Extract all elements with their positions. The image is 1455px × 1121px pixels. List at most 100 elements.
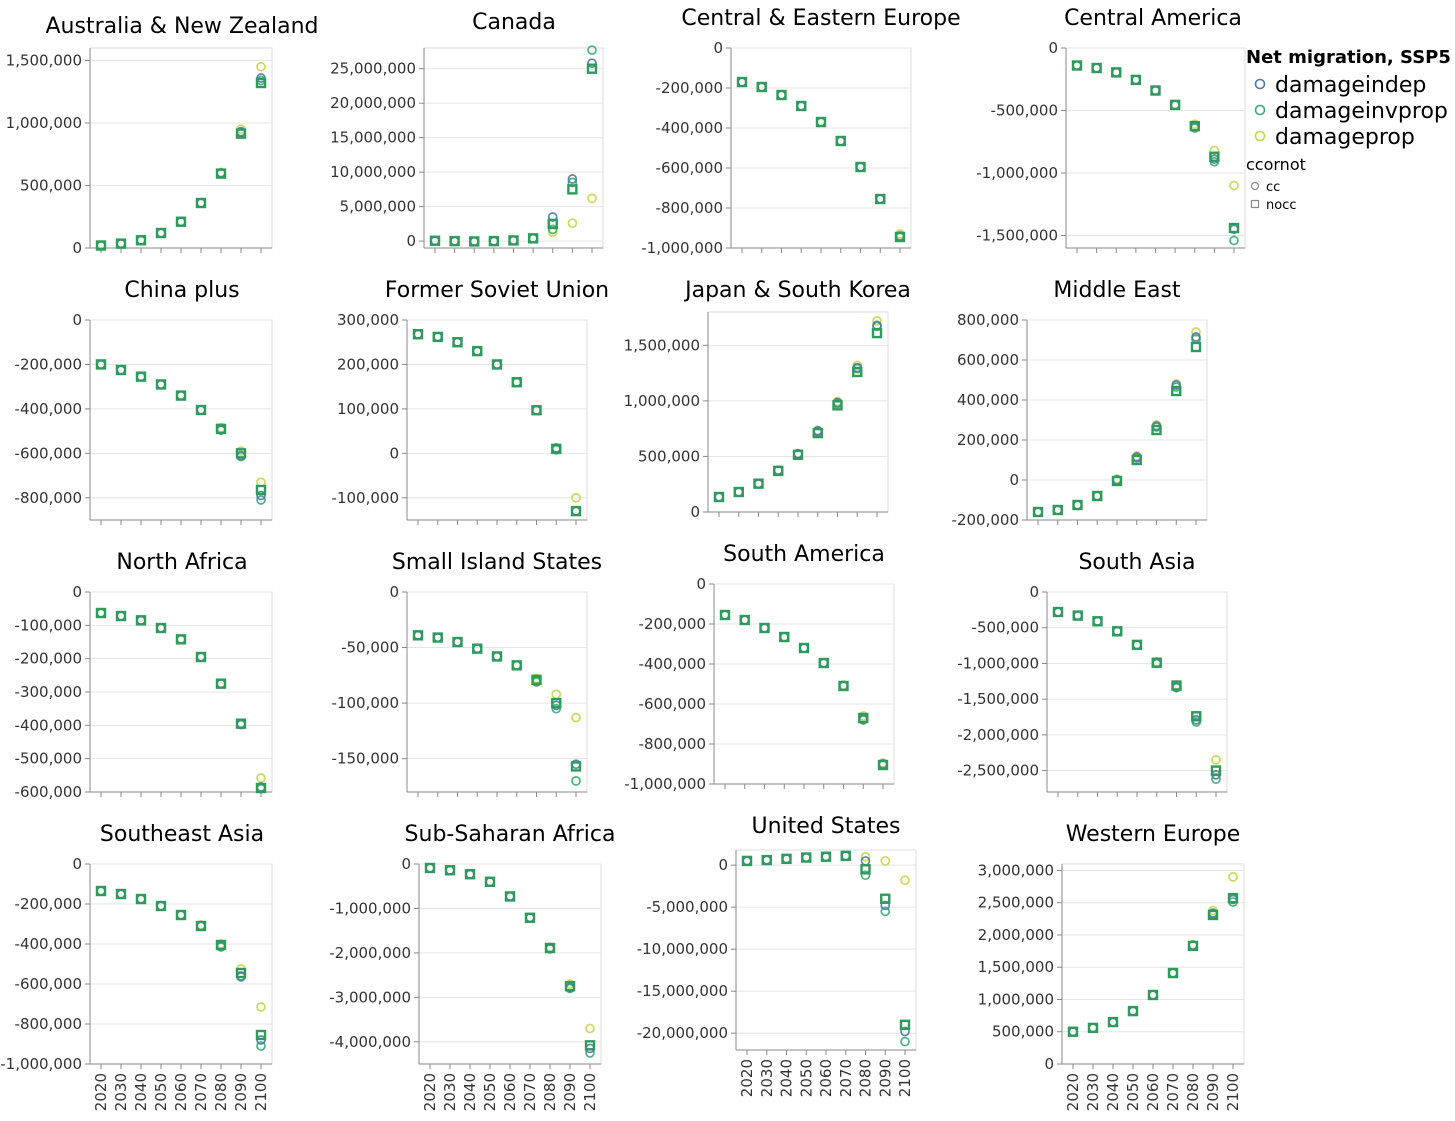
x-tick-label: 2060 [1144, 1073, 1162, 1111]
point-nocc [115, 610, 127, 622]
y-tick-label: -2,000,000 [957, 726, 1039, 744]
point-nocc [255, 77, 267, 89]
point-cc-damageprop [256, 773, 266, 783]
point-nocc [860, 864, 871, 875]
y-tick-label: 0 [72, 855, 82, 873]
x-tick-label: 2080 [541, 1073, 559, 1111]
panel-central-and-eastern-europe: Central & Eastern Europe 0 -200,000 -400,00… [641, 6, 960, 257]
point-nocc [586, 63, 598, 74]
point-nocc [584, 1040, 596, 1051]
x-tick-label: 2040 [132, 1073, 150, 1111]
y-tick-label: 0 [1009, 471, 1019, 489]
point-nocc [1167, 967, 1179, 979]
y-tick-label: 200,000 [337, 355, 399, 373]
point-nocc [235, 128, 247, 139]
point-cc-damageprop [567, 218, 578, 229]
point-nocc [739, 614, 750, 626]
point-nocc [449, 235, 460, 247]
y-tick-label: -500,000 [15, 750, 82, 768]
point-cc-damageindep [432, 632, 443, 643]
y-tick-label: 25,000,000 [330, 60, 416, 78]
y-tick-label: -1,000,000 [957, 654, 1039, 672]
panel-title-former-soviet-union: Former Soviet Union [385, 278, 609, 303]
y-tick-label: 10,000,000 [330, 163, 416, 181]
point-nocc [255, 782, 267, 794]
point-nocc [1052, 606, 1064, 618]
panel-united-states: United States 0 -5,000,000 -10,000,000 -15,0… [637, 814, 917, 1097]
plot-frame [707, 311, 889, 513]
point-nocc [195, 920, 207, 932]
point-nocc [195, 197, 207, 209]
x-tick-label: 2050 [152, 1073, 170, 1111]
point-nocc [781, 853, 792, 865]
plot-frame [1061, 863, 1245, 1065]
point-nocc [753, 478, 764, 489]
plot-frame [1026, 319, 1208, 521]
y-tick-label: 0 [713, 39, 723, 57]
y-tick-label: 300,000 [337, 311, 399, 329]
legend-symbol-cc [1250, 181, 1260, 191]
point-cc-damageindep [761, 855, 772, 865]
point-nocc [1072, 499, 1083, 511]
point-nocc [852, 366, 863, 378]
point-cc-damageindep [714, 492, 724, 502]
point-nocc [175, 216, 187, 227]
point-nocc [115, 238, 127, 249]
point-cc-damageprop [900, 875, 910, 886]
point-nocc [1087, 1022, 1099, 1034]
point-nocc [544, 942, 556, 954]
point-nocc [1072, 610, 1083, 621]
point-nocc [1092, 616, 1103, 627]
legend-shape-title: ccornot [1246, 155, 1306, 174]
point-cc-damageindep [821, 851, 831, 862]
point-cc-damageprop [872, 316, 882, 326]
y-tick-label: -5,000,000 [646, 898, 728, 916]
point-cc-damageindep [425, 863, 435, 873]
point-nocc [1111, 67, 1122, 78]
legend-label-cc: cc [1266, 180, 1280, 195]
point-cc-damageindep [445, 865, 455, 876]
point-nocc [508, 235, 519, 246]
point-nocc [175, 634, 187, 645]
plot-frame [730, 47, 912, 249]
point-nocc [432, 632, 443, 643]
x-tick-label: 2100 [581, 1073, 599, 1111]
point-nocc [880, 893, 891, 904]
point-nocc [1169, 99, 1181, 111]
point-cc-damageindep [739, 615, 750, 625]
y-tick-label: 400,000 [957, 391, 1019, 409]
point-nocc [1111, 475, 1123, 487]
x-tick-label: 2070 [521, 1073, 539, 1111]
panel-western-europe: Western Europe 0 500,000 1,000,000 1,500,000… [978, 822, 1245, 1111]
x-tick-label: 2040 [778, 1059, 796, 1097]
y-tick-label: 500,000 [992, 1023, 1054, 1041]
y-tick-label: -1,000,000 [624, 775, 706, 793]
x-tick-label: 2050 [797, 1059, 815, 1097]
point-cc-damageinvprop [551, 703, 562, 714]
point-nocc [1131, 454, 1142, 466]
point-nocc [801, 852, 812, 863]
point-nocc [175, 390, 187, 401]
x-tick-label: 2080 [212, 1073, 230, 1111]
point-nocc [1127, 1005, 1139, 1017]
panel-title-sub-saharan-africa: Sub-Saharan Africa [405, 822, 616, 847]
point-nocc [551, 443, 562, 455]
y-tick-label: -400,000 [639, 655, 706, 673]
point-nocc [713, 491, 725, 503]
x-tick-label: 2060 [501, 1073, 519, 1111]
point-nocc [115, 364, 127, 376]
x-tick-label: 2030 [758, 1059, 776, 1097]
point-cc-damageprop [1211, 755, 1221, 765]
point-nocc [761, 854, 772, 866]
x-tick-label: 2090 [1204, 1073, 1222, 1111]
x-tick-label: 2100 [252, 1073, 270, 1111]
point-cc-damageindep [587, 58, 597, 69]
y-tick-label: 0 [72, 311, 82, 329]
x-tick-label: 2020 [738, 1059, 756, 1097]
point-cc-damageindep [567, 174, 578, 184]
x-tick-label: 2090 [232, 1073, 250, 1111]
point-nocc [452, 636, 463, 648]
y-tick-label: -100,000 [332, 489, 399, 507]
point-cc-damageprop [256, 1002, 266, 1012]
